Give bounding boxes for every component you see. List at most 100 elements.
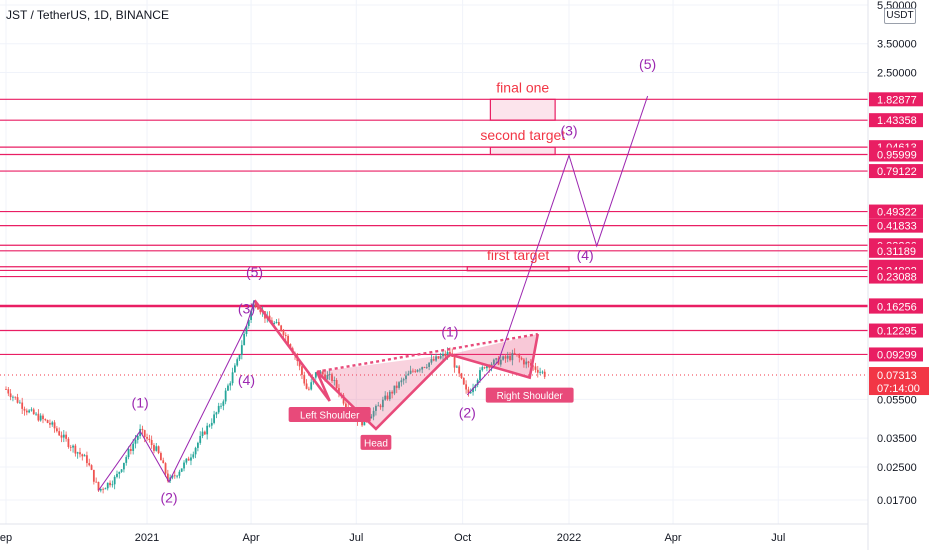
y-tick-label: 0.01700 xyxy=(877,495,917,507)
candle-body xyxy=(116,473,118,477)
candle-body xyxy=(506,355,509,359)
candle-body xyxy=(458,366,461,374)
candle-body xyxy=(504,356,507,359)
wave-label: (5) xyxy=(639,56,656,72)
candle-body xyxy=(298,361,301,367)
candle-body xyxy=(483,367,486,369)
candle-body xyxy=(157,446,160,454)
candle-body xyxy=(9,393,12,398)
candle-body xyxy=(236,359,239,366)
level-price-label: 0.79122 xyxy=(877,166,917,178)
candle-body xyxy=(69,446,72,448)
x-tick-label: 2022 xyxy=(557,532,581,544)
candle-body xyxy=(326,375,329,380)
wave-label: (1) xyxy=(132,395,149,411)
y-tick-label: 0.02500 xyxy=(877,462,917,474)
level-price-label: 1.82877 xyxy=(877,94,917,106)
candle-body xyxy=(88,463,91,466)
candle-body xyxy=(247,319,250,327)
candle-body xyxy=(250,310,252,320)
x-tick-label: Apr xyxy=(243,532,260,544)
candle-body xyxy=(192,454,195,458)
level-price-label: 0.09299 xyxy=(877,349,917,361)
candle-body xyxy=(5,389,7,390)
candle-body xyxy=(534,366,537,370)
candle-body xyxy=(479,370,481,381)
candle-body xyxy=(409,370,412,374)
candle-body xyxy=(252,302,255,311)
candle-body xyxy=(79,452,81,455)
wave-label: (1) xyxy=(441,323,458,339)
target-zones xyxy=(466,98,570,272)
y-tick-label: 2.50000 xyxy=(877,68,917,80)
candle-body xyxy=(164,463,167,474)
candle-body xyxy=(287,335,289,345)
candle-body xyxy=(444,353,447,357)
candle-body xyxy=(53,422,56,429)
candle-body xyxy=(125,457,128,463)
candle-body xyxy=(203,431,206,435)
candle-body xyxy=(62,434,65,438)
candle-body xyxy=(342,395,345,404)
candle-body xyxy=(333,380,336,381)
horizontal-levels xyxy=(0,98,868,376)
candle-body xyxy=(109,482,111,486)
head-and-shoulders-pattern xyxy=(253,299,540,431)
candle-body xyxy=(481,367,484,371)
candle-body xyxy=(462,377,465,385)
pair-title: JST / TetherUS, 1D, BINANCE xyxy=(6,8,169,22)
candle-body xyxy=(178,471,181,476)
candle-body xyxy=(476,380,479,385)
pattern-outline xyxy=(253,299,540,431)
candle-body xyxy=(30,409,33,411)
candle-body xyxy=(227,385,229,391)
left-shoulder-label-text: Left Shoulder xyxy=(300,411,360,422)
candle-body xyxy=(344,403,347,408)
candle-body xyxy=(42,415,44,420)
candle-body xyxy=(185,458,188,463)
candle-body xyxy=(492,359,495,365)
candle-body xyxy=(141,428,144,431)
candle-body xyxy=(44,419,47,421)
candle-body xyxy=(197,442,199,448)
candle-body xyxy=(14,396,17,398)
x-tick-label: Jul xyxy=(349,532,363,544)
candle-body xyxy=(437,356,440,359)
candle-body xyxy=(486,365,488,369)
candle-body xyxy=(46,420,49,423)
candle-body xyxy=(273,322,276,324)
level-price-label: 0.16256 xyxy=(877,302,917,314)
candle-body xyxy=(18,402,21,404)
candle-body xyxy=(104,488,107,490)
currency-badge[interactable]: USDT xyxy=(884,8,916,24)
candle-body xyxy=(106,482,109,489)
candle-body xyxy=(375,405,377,411)
candle-body xyxy=(37,413,40,421)
candle-body xyxy=(335,380,338,389)
candle-body xyxy=(393,385,396,394)
candle-body xyxy=(23,408,26,411)
x-tick-label: ep xyxy=(0,532,12,544)
candle-body xyxy=(432,359,435,361)
candle-body xyxy=(377,405,380,407)
candle-body xyxy=(28,410,31,413)
candle-body xyxy=(338,388,340,395)
candle-body xyxy=(254,302,257,306)
candle-body xyxy=(539,371,541,373)
candle-body xyxy=(99,488,102,491)
candle-body xyxy=(472,387,474,393)
candle-body xyxy=(95,481,98,483)
candle-body xyxy=(532,365,535,367)
candle-body xyxy=(176,475,178,477)
level-price-badge xyxy=(869,218,923,233)
candle-body xyxy=(284,334,287,336)
candle-body xyxy=(275,321,278,323)
candle-body xyxy=(467,389,470,394)
candle-body xyxy=(199,435,202,443)
candle-body xyxy=(435,356,437,361)
chart-grid xyxy=(0,0,868,524)
candle-body xyxy=(384,395,387,400)
candle-body xyxy=(305,383,308,389)
level-price-badge xyxy=(869,92,923,107)
